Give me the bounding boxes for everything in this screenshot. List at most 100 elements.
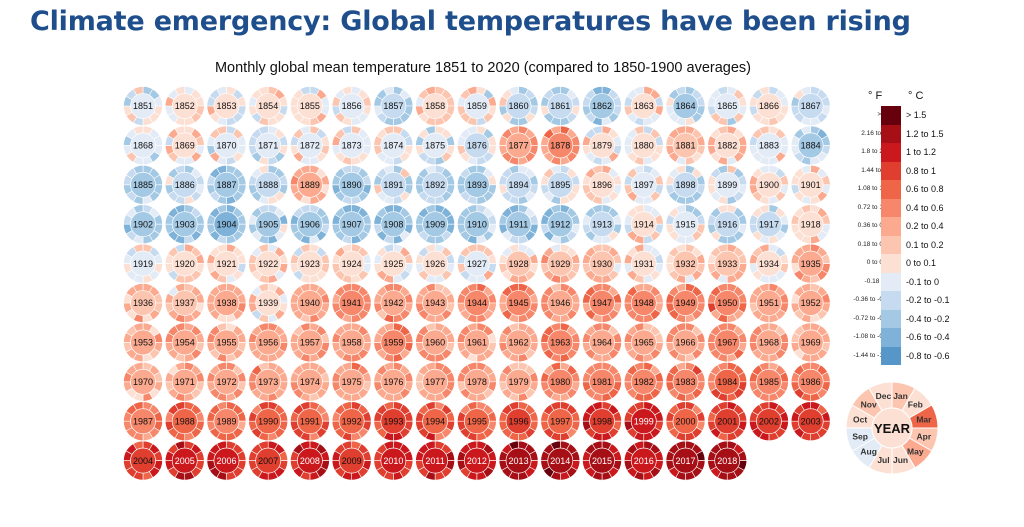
year-wheel-1906: 1906 [290,204,330,245]
year-wheel-1944: 1944 [457,283,497,323]
year-center [380,211,407,237]
year-label: 1951 [759,298,779,308]
year-wheel-1883: 1883 [749,125,789,166]
key-month-label: Jan [893,391,908,401]
year-center [255,368,281,395]
year-center [171,211,198,237]
legend-f-label: 1.8 to 2.16 [861,148,892,155]
year-label: 1909 [425,219,445,229]
year-wheel-1974: 1974 [290,361,330,402]
key-center-label: YEAR [874,421,911,436]
year-center [714,408,741,435]
year-center [756,172,782,198]
year-label: 1862 [592,101,612,111]
year-center [171,368,198,395]
year-wheel-1993: 1993 [373,401,414,442]
year-label: 1855 [300,101,320,111]
year-center [630,211,657,237]
year-label: 1971 [175,377,195,387]
legend-c-label: 1.2 to 1.5 [906,128,944,139]
legend-c-label: -0.1 to 0 [906,276,940,287]
legend-row: -1.08 to -0.72 -0.6 to -0.4 [836,328,996,347]
year-wheel-1885: 1885 [123,164,163,205]
year-wheel-1858: 1858 [415,86,455,126]
year-wheel-1951: 1951 [749,283,789,323]
year-center [255,250,281,277]
year-center [213,329,240,356]
year-center [672,172,699,198]
year-wheel-1879: 1879 [582,125,622,166]
year-center [630,172,657,198]
year-center [338,368,365,395]
year-wheel-1942: 1942 [373,283,414,323]
year-wheel-1937: 1937 [164,283,205,323]
year-label: 1891 [383,180,403,190]
legend-row: > 2.7> 1.5 [836,106,996,125]
year-wheel-1941: 1941 [331,283,372,323]
year-label: 1868 [133,141,153,151]
legend-c-label: 0.4 to 0.6 [906,202,944,213]
year-center [213,211,240,237]
year-wheel-1969: 1969 [790,322,830,363]
year-label: 1877 [509,141,529,151]
year-wheel-2006: 2006 [206,440,247,481]
year-label: 1969 [801,338,821,348]
year-center [297,290,323,316]
year-wheel-1981: 1981 [582,361,622,402]
year-wheel-2015: 2015 [582,440,622,481]
year-wheel-1869: 1869 [164,125,205,166]
key-month-label: Dec [876,391,892,401]
year-label: 1900 [759,180,779,190]
legend-swatch [881,254,901,273]
year-center [547,211,574,237]
year-label: 1991 [300,416,320,426]
year-wheel-1889: 1889 [290,164,330,205]
year-center [547,368,574,395]
year-label: 1881 [675,141,695,151]
year-wheel-1938: 1938 [206,283,247,323]
year-wheel-1888: 1888 [248,164,288,205]
year-center [505,93,532,119]
year-label: 1910 [467,219,487,229]
year-wheel-1907: 1907 [331,204,372,245]
year-label: 1858 [425,101,445,111]
year-label: 1866 [759,101,779,111]
year-center [338,250,365,277]
year-label: 1972 [216,377,236,387]
year-wheel-1932: 1932 [665,243,706,284]
year-center [756,329,782,356]
year-wheel-2005: 2005 [164,440,205,481]
year-wheel-1886: 1886 [164,164,205,205]
year-center [464,290,490,316]
legend-swatch [881,106,901,125]
year-wheel-1860: 1860 [498,86,539,126]
year-wheel-1949: 1949 [665,283,706,323]
year-wheel-1955: 1955 [206,322,247,363]
year-label: 1875 [425,141,445,151]
year-label: 1943 [425,298,445,308]
year-label: 1999 [634,416,654,426]
year-wheel-1917: 1917 [749,204,789,245]
year-wheel-1911: 1911 [498,204,539,245]
legend-row: 1.8 to 2.16 1 to 1.2 [836,143,996,162]
legend-c-label: -0.8 to -0.6 [906,350,950,361]
legend-f-label: 0.36 to 0.72 [857,222,892,229]
year-label: 1929 [550,259,570,269]
year-wheel-1929: 1929 [540,243,581,284]
year-center [338,172,365,198]
legend-swatch [881,143,901,162]
year-wheel-1897: 1897 [623,164,664,205]
year-center [756,408,782,435]
key-month-label: Jul [877,455,889,465]
year-label: 1924 [342,259,362,269]
year-center [547,290,574,316]
year-wheel-1915: 1915 [665,204,706,245]
year-center [213,447,240,474]
year-wheel-2004: 2004 [123,440,163,481]
year-wheel-1994: 1994 [415,401,455,442]
legend-row: 1.08 to 1.44 0.6 to 0.8 [836,180,996,199]
year-label: 1913 [592,219,612,229]
year-label: 2004 [133,456,153,466]
year-wheel-1975: 1975 [331,361,372,402]
year-wheel-1928: 1928 [498,243,539,284]
